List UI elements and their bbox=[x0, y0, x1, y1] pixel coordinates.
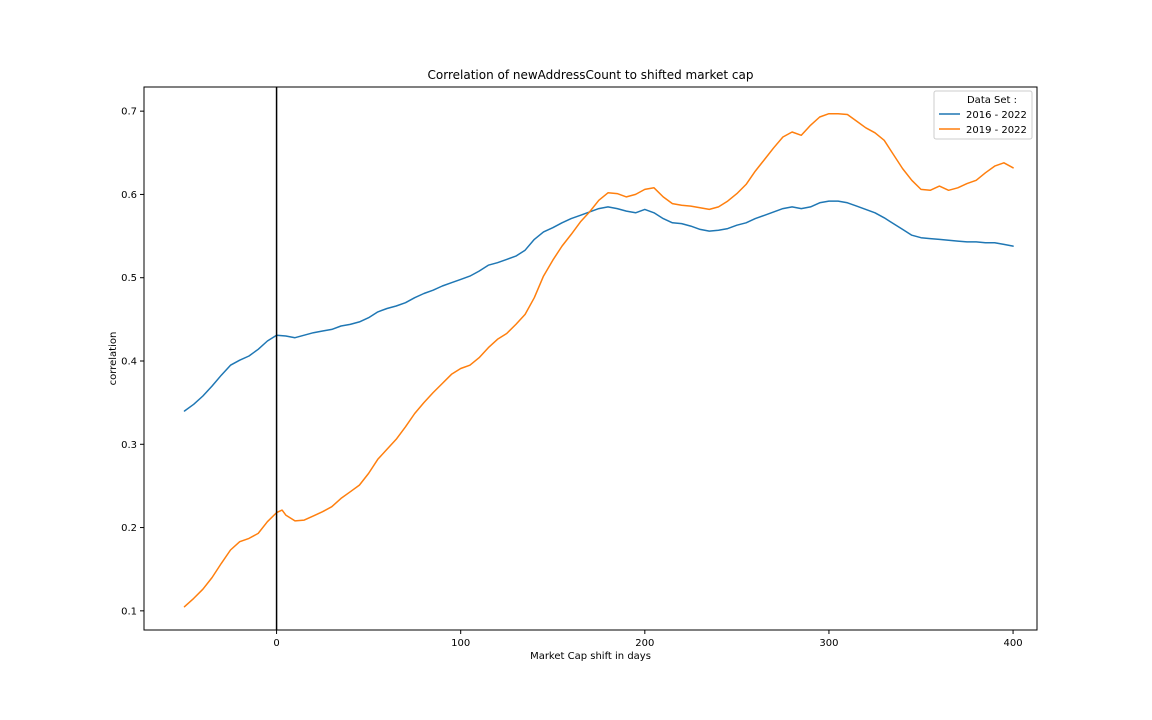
y-tick-label: 0.1 bbox=[121, 606, 137, 617]
x-axis: 0 100 200 300 400 bbox=[273, 630, 1023, 649]
plot-frame bbox=[143, 86, 1038, 631]
y-tick-label: 0.5 bbox=[121, 273, 137, 284]
x-axis-label: Market Cap shift in days bbox=[530, 651, 651, 662]
plot-area bbox=[143, 86, 1038, 631]
x-tick-label: 100 bbox=[451, 638, 470, 649]
x-tick-label: 200 bbox=[635, 638, 654, 649]
y-tick-label: 0.3 bbox=[121, 440, 137, 451]
y-tick-label: 0.6 bbox=[121, 190, 137, 201]
y-tick-label: 0.7 bbox=[121, 107, 137, 118]
x-tick-label: 300 bbox=[819, 638, 838, 649]
x-tick-label: 400 bbox=[1004, 638, 1023, 649]
series-layer bbox=[183, 112, 1014, 608]
series-line-2019-2022 bbox=[183, 112, 1014, 608]
x-tick-label: 0 bbox=[273, 638, 279, 649]
y-tick-label: 0.4 bbox=[121, 356, 137, 367]
y-tick-label: 0.2 bbox=[121, 523, 137, 534]
chart-title: Correlation of newAddressCount to shifte… bbox=[428, 68, 754, 82]
legend-label-2019-2022: 2019 - 2022 bbox=[966, 125, 1027, 136]
legend-title: Data Set : bbox=[967, 95, 1017, 106]
y-axis: 0.1 0.2 0.3 0.4 0.5 0.6 0.7 bbox=[121, 107, 144, 617]
legend: Data Set : 2016 - 2022 2019 - 2022 bbox=[933, 90, 1033, 140]
legend-label-2016-2022: 2016 - 2022 bbox=[966, 110, 1027, 121]
y-axis-label: correlation bbox=[108, 332, 119, 386]
legend-box bbox=[933, 90, 1033, 140]
series-line-2016-2022 bbox=[183, 200, 1014, 412]
